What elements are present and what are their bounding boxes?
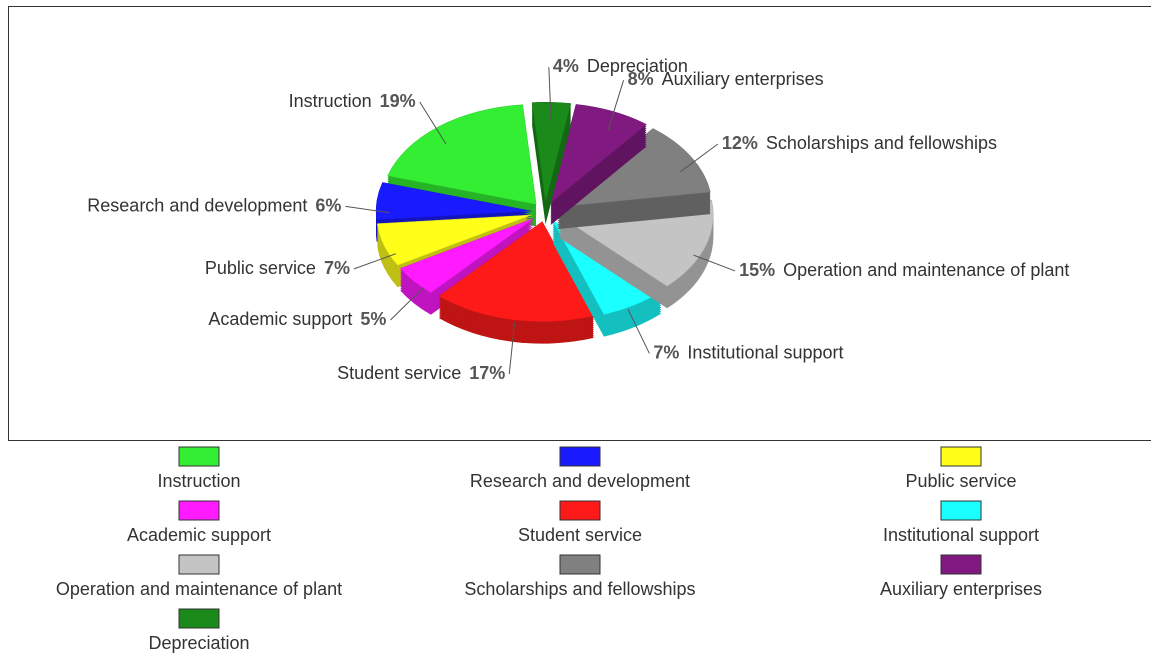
legend-label: Scholarships and fellowships xyxy=(464,579,695,599)
legend-swatch xyxy=(940,500,982,521)
legend-label: Academic support xyxy=(127,525,271,545)
leader-line xyxy=(548,67,552,122)
slice xyxy=(438,221,595,344)
leader-line xyxy=(627,309,650,354)
legend-swatch xyxy=(559,554,601,575)
legend-swatch xyxy=(940,554,982,575)
slice-top xyxy=(531,101,572,203)
leader-line xyxy=(693,254,736,272)
slice xyxy=(531,101,572,225)
slice-value-label: 19% xyxy=(380,91,416,111)
legend-label: Operation and maintenance of plant xyxy=(56,579,342,599)
slice-label: Research and development 6% xyxy=(87,195,341,215)
legend-swatch xyxy=(559,500,601,521)
slice-value-label: 5% xyxy=(360,309,386,329)
legend-swatch xyxy=(178,500,220,521)
slice-label: Academic support 5% xyxy=(208,309,386,329)
legend-label: Institutional support xyxy=(883,525,1039,545)
slice xyxy=(399,217,535,315)
legend-swatch xyxy=(559,446,601,467)
legend-label: Depreciation xyxy=(148,633,249,653)
slice-label: Public service 7% xyxy=(205,258,350,278)
slice-label: 15% Operation and maintenance of plant xyxy=(739,260,1069,280)
leader-line xyxy=(345,205,390,214)
slice-label: 12% Scholarships and fellowships xyxy=(722,133,997,153)
slice-category-label: Scholarships and fellowships xyxy=(766,133,997,153)
slice-value-label: 8% xyxy=(628,69,654,89)
slice-category-label: Academic support xyxy=(208,309,352,329)
legend-swatch xyxy=(178,608,220,629)
slice-value-label: 15% xyxy=(739,260,775,280)
slice-category-label: Instruction xyxy=(289,91,372,111)
legend-label: Student service xyxy=(518,525,642,545)
slice-label: 8% Auxiliary enterprises xyxy=(628,69,824,89)
legend-label: Auxiliary enterprises xyxy=(880,579,1042,599)
slice-value-label: 17% xyxy=(469,363,505,383)
slice-category-label: Research and development xyxy=(87,195,307,215)
slice-value-label: 4% xyxy=(553,56,579,76)
slice-value-label: 12% xyxy=(722,133,758,153)
slice-top xyxy=(387,104,537,205)
slice-label: 7% Institutional support xyxy=(653,342,843,362)
slice-top xyxy=(375,182,532,220)
slice-category-label: Auxiliary enterprises xyxy=(662,69,824,89)
slice-value-label: 6% xyxy=(315,195,341,215)
leader-line xyxy=(607,80,625,131)
slice-category-label: Operation and maintenance of plant xyxy=(783,260,1069,280)
legend-label: Instruction xyxy=(157,471,240,491)
slice-value-label: 7% xyxy=(653,342,679,362)
legend-label: Research and development xyxy=(470,471,690,491)
legend-swatch xyxy=(178,446,220,467)
leader-line xyxy=(419,101,447,145)
slice-category-label: Depreciation xyxy=(587,56,688,76)
slice-category-label: Public service xyxy=(205,258,316,278)
leader-line xyxy=(390,286,424,321)
legend-label: Public service xyxy=(905,471,1016,491)
slice-category-label: Institutional support xyxy=(687,342,843,362)
slice-label: 4% Depreciation xyxy=(553,56,688,76)
slice-value-label: 7% xyxy=(324,258,350,278)
slice-top xyxy=(376,214,532,266)
slice-label: Student service 17% xyxy=(337,363,505,383)
legend-swatch xyxy=(940,446,982,467)
slice-label: Instruction 19% xyxy=(289,91,416,111)
slice-top xyxy=(399,217,535,294)
leader-line xyxy=(508,322,516,375)
slice-category-label: Student service xyxy=(337,363,461,383)
leader-line xyxy=(680,143,719,173)
slice xyxy=(556,128,711,230)
slice xyxy=(550,104,647,226)
slice-top xyxy=(550,104,647,204)
leader-line xyxy=(353,253,396,270)
legend-swatch xyxy=(178,554,220,575)
